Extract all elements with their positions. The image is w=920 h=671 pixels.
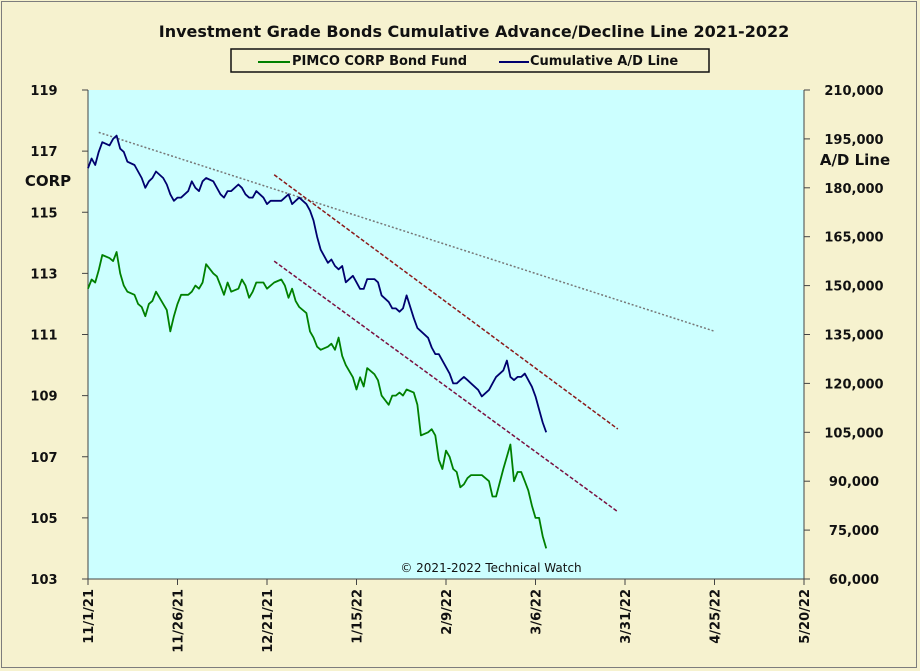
right-tick-label: 150,000: [824, 280, 883, 295]
right-axis-label: A/D Line: [820, 151, 890, 169]
left-tick-label: 115: [30, 206, 57, 221]
x-tick-label: 11/26/21: [172, 589, 187, 653]
left-tick-label: 109: [30, 390, 57, 405]
x-tick-label: 2/9/22: [440, 589, 455, 635]
left-tick-label: 107: [30, 451, 57, 466]
x-tick-label: 5/20/22: [798, 589, 813, 644]
right-tick-label: 60,000: [829, 573, 879, 588]
right-tick-label: 165,000: [824, 231, 883, 246]
x-tick-label: 12/21/21: [261, 589, 276, 653]
trendline-3: [273, 260, 619, 513]
series-line-ad-line: [87, 134, 548, 433]
x-tick-label: 3/6/22: [530, 589, 545, 635]
trendlines: [98, 131, 715, 513]
right-tick-label: 90,000: [829, 475, 879, 490]
right-tick-label: 195,000: [824, 133, 883, 148]
copyright-annotation: © 2021-2022 Technical Watch: [400, 561, 581, 575]
right-tick-label: 135,000: [824, 329, 883, 344]
right-tick-label: 75,000: [829, 524, 879, 539]
legend: PIMCO CORP Bond Fund Cumulative A/D Line: [230, 48, 710, 73]
right-tick-label: 120,000: [824, 377, 883, 392]
x-tick-label: 4/25/22: [709, 589, 724, 644]
right-tick-label: 105,000: [824, 426, 883, 441]
chart-title: Investment Grade Bonds Cumulative Advanc…: [159, 22, 789, 41]
trendline-2: [273, 174, 619, 430]
legend-box: [230, 48, 710, 73]
left-tick-label: 113: [30, 267, 57, 282]
left-axis-label: CORP: [25, 172, 71, 190]
left-tick-label: 111: [30, 329, 57, 344]
left-tick-label: 119: [30, 84, 57, 99]
axis-ticks: 11/1/21 11/26/21 12/21/21 1/15/22 2/9/22 3/6/…: [30, 84, 883, 653]
x-tick-label: 1/15/22: [351, 589, 366, 644]
x-tick-label: 11/1/21: [82, 589, 97, 644]
legend-label-ad-line: Cumulative A/D Line: [530, 54, 678, 69]
left-tick-label: 105: [30, 512, 57, 527]
series-line-pimco: [87, 251, 548, 549]
plot-area: [88, 90, 804, 579]
left-tick-label: 117: [30, 145, 57, 160]
left-tick-label: 103: [30, 573, 57, 588]
right-tick-label: 210,000: [824, 84, 883, 99]
x-tick-label: 3/31/22: [619, 589, 634, 644]
right-tick-label: 180,000: [824, 182, 883, 197]
series-lines: [87, 134, 548, 549]
legend-label-pimco: PIMCO CORP Bond Fund: [292, 54, 467, 69]
